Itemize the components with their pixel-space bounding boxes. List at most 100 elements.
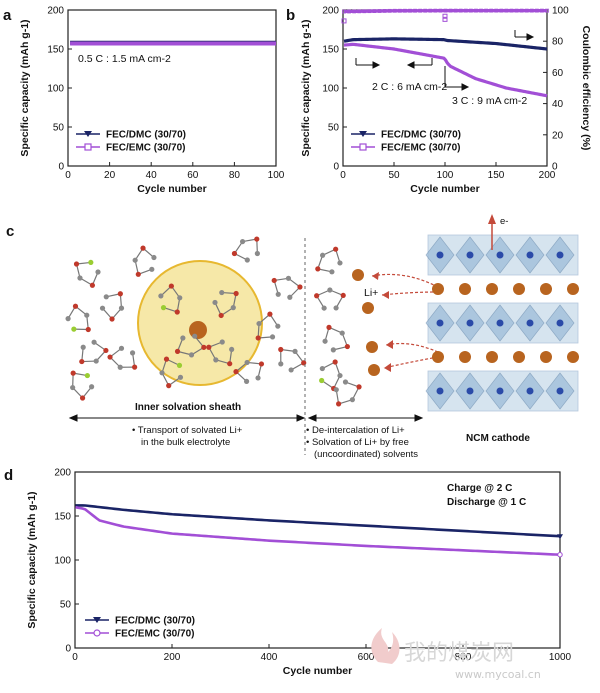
cathode-label: NCM cathode (466, 433, 530, 444)
atom (149, 266, 155, 272)
x-tick-label: 0 (72, 652, 78, 663)
atom (255, 335, 261, 341)
atom (332, 359, 338, 365)
series-end-marker (557, 534, 563, 540)
intercalated-li-ion (567, 283, 579, 295)
atom (177, 374, 184, 380)
intercalated-li-ion (432, 283, 444, 295)
atom (174, 348, 181, 354)
x-tick-label: 80 (229, 170, 241, 181)
solvent-molecule (159, 356, 184, 389)
y2-tick-label: 80 (552, 37, 564, 48)
atom (103, 294, 109, 300)
solvated-li-ion (189, 321, 207, 339)
atom (151, 254, 157, 261)
atom (88, 259, 94, 266)
atom (91, 339, 97, 345)
ce-point (352, 9, 357, 14)
series-line-fec-dmc (75, 504, 561, 538)
atom (129, 350, 136, 356)
x-tick-label: 150 (488, 170, 505, 181)
ncm-cathode-structure (425, 234, 579, 412)
ce-point (545, 8, 549, 13)
metal-atom (496, 387, 504, 395)
atom (326, 324, 332, 330)
ce-point (397, 8, 402, 13)
atom (89, 384, 95, 390)
atom (168, 283, 174, 289)
atom (269, 334, 276, 340)
atom (333, 246, 339, 252)
y-tick-label: 200 (47, 6, 64, 17)
electron-arrowhead (488, 214, 496, 224)
x-tick-label: 400 (261, 652, 278, 663)
atom (231, 250, 238, 257)
metal-atom (436, 251, 444, 259)
atom (337, 260, 343, 266)
atom (330, 347, 336, 353)
atom (314, 293, 320, 299)
intercalated-li-ion (513, 351, 525, 363)
atom (117, 364, 123, 370)
solvent-molecule (271, 275, 303, 300)
ce-point (442, 13, 448, 19)
atom (65, 316, 71, 322)
atom (337, 372, 343, 379)
metal-atom (556, 319, 564, 327)
li-plus-label: Li+ (364, 287, 378, 299)
metal-atom (496, 319, 504, 327)
metal-atom (466, 387, 474, 395)
series-line-coulombic-efficiency (343, 9, 547, 14)
solvent-molecule (79, 339, 109, 365)
atom (255, 375, 261, 381)
atom (243, 378, 250, 384)
series-line-fec-emc (343, 42, 548, 98)
ce-point (423, 8, 428, 13)
solvent-molecule (255, 311, 281, 341)
atom (339, 330, 345, 336)
ce-point (479, 8, 483, 13)
atom (160, 305, 167, 311)
atom (219, 339, 225, 345)
ce-point (529, 8, 534, 13)
atom (132, 364, 138, 370)
panel-label-a: a (3, 7, 12, 24)
ce-point (524, 8, 529, 13)
ce-point (514, 8, 519, 13)
x-tick-label: 100 (268, 170, 285, 181)
atom (77, 275, 83, 281)
intercalated-li-ion (540, 283, 552, 295)
legend-label: FEC/DMC (30/70) (115, 616, 195, 627)
atom (344, 343, 350, 350)
x-axis-label: Cycle number (410, 183, 479, 195)
series-end-marker (557, 552, 563, 558)
ce-point (489, 8, 494, 13)
atom (89, 282, 96, 288)
ce-point (509, 8, 514, 13)
bullet-left-1: • Transport of solvated Li+ (132, 425, 243, 436)
atom (292, 348, 298, 354)
x-tick-label: 50 (388, 170, 400, 181)
y-tick-label: 200 (322, 6, 339, 17)
atom (79, 395, 86, 401)
atom (321, 305, 327, 311)
x-tick-label: 40 (146, 170, 158, 181)
intercalated-li-ion (567, 351, 579, 363)
ce-point (382, 9, 387, 13)
atom (254, 250, 260, 257)
legend-marker-triangle (359, 131, 367, 137)
atom (159, 370, 165, 376)
atom (79, 358, 85, 365)
x-axis-label: Cycle number (137, 183, 206, 195)
transition-metal-oxide-layer (425, 302, 579, 344)
atom (135, 271, 141, 277)
atom (71, 326, 77, 332)
atom (219, 289, 225, 296)
ce-point (362, 9, 367, 14)
legend-label: FEC/EMC (30/70) (115, 629, 194, 640)
intercalated-li-ion (486, 351, 498, 363)
ce-point (474, 8, 478, 13)
atom (288, 367, 294, 373)
atom (177, 295, 183, 301)
ce-point (448, 8, 453, 13)
